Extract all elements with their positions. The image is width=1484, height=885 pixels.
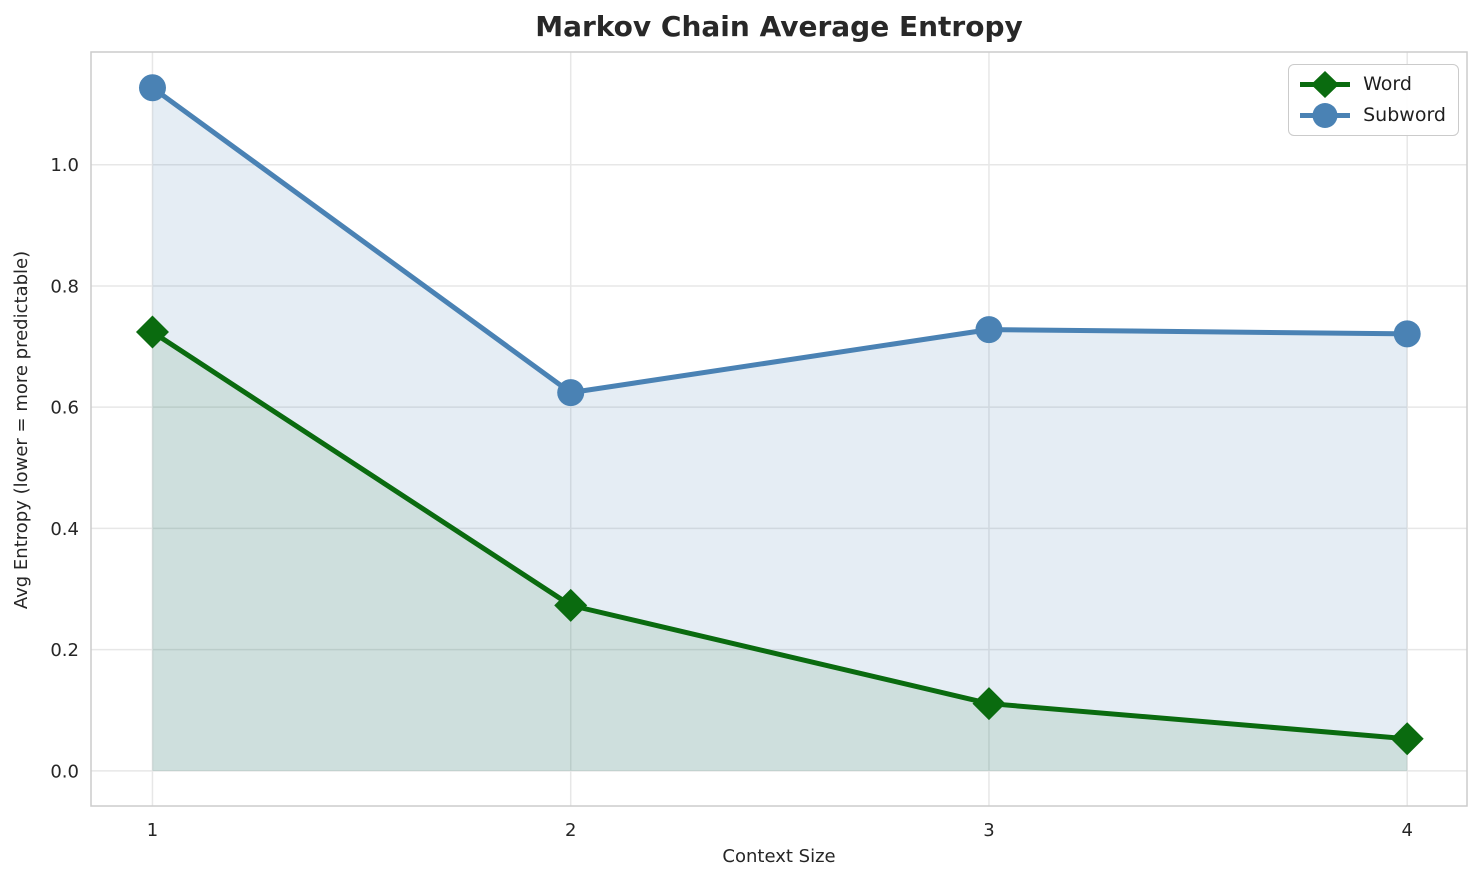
marker-word <box>1390 722 1424 756</box>
marker-subword <box>975 316 1003 344</box>
legend-diamond-word <box>1311 71 1340 98</box>
area-fill-subword <box>152 87 1408 771</box>
x-tick-label: 2 <box>565 820 576 841</box>
y-tick-label: 0.2 <box>50 640 79 661</box>
marker-word <box>135 315 169 349</box>
marker-subword <box>138 74 166 102</box>
y-tick-label: 0.8 <box>50 276 79 297</box>
x-tick-label: 1 <box>147 820 158 841</box>
plot-border <box>90 51 1468 807</box>
x-tick-label: 3 <box>983 820 994 841</box>
legend-item-word: Word <box>1297 70 1446 99</box>
legend-label-word: Word <box>1363 73 1412 95</box>
marker-subword <box>557 379 585 407</box>
line-word <box>149 329 1410 742</box>
subword-circle-marker-icon <box>1300 103 1351 128</box>
marker-word <box>972 687 1006 721</box>
plot-background <box>91 52 1467 806</box>
line-subword <box>149 85 1410 396</box>
y-tick-label: 1.0 <box>50 155 79 176</box>
chart-title: Markov Chain Average Entropy <box>535 10 1023 43</box>
legend: Word Subword <box>1288 64 1459 136</box>
y-tick-label: 0.6 <box>50 398 79 419</box>
marker-word <box>554 588 588 622</box>
marker-subword <box>1393 320 1421 348</box>
area-fill-word <box>152 332 1408 771</box>
legend-circle-subword <box>1312 103 1338 128</box>
legend-label-subword: Subword <box>1363 104 1446 126</box>
y-axis-label: Avg Entropy (lower = more predictable) <box>11 250 32 610</box>
y-tick-label: 0.4 <box>50 519 79 540</box>
word-diamond-marker-icon <box>1300 71 1351 98</box>
legend-item-subword: Subword <box>1297 101 1446 130</box>
y-tick-label: 0.0 <box>50 761 79 782</box>
x-tick-label: 4 <box>1401 820 1412 841</box>
x-axis-label: Context Size <box>722 846 836 867</box>
